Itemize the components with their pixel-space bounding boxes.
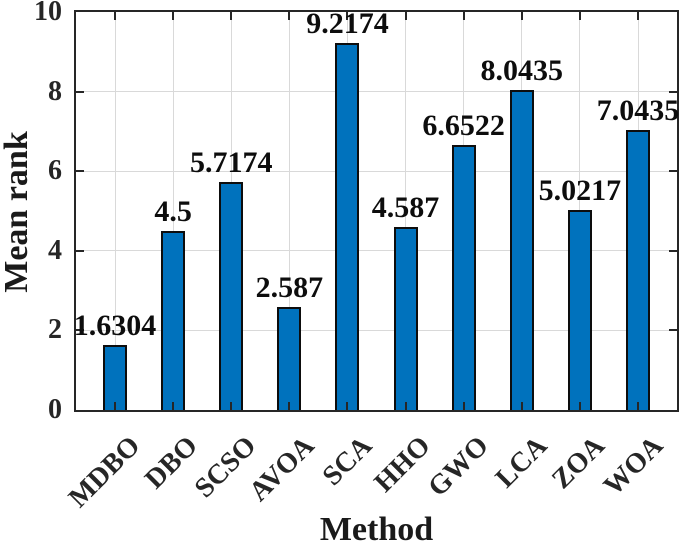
- x-tick-mark-top: [114, 12, 116, 20]
- y-axis-label: Mean rank: [0, 131, 35, 293]
- y-tick-label: 2: [48, 314, 62, 346]
- bar-value-label: 8.0435: [480, 53, 564, 87]
- x-tick-mark: [520, 402, 523, 410]
- bar-HHO: [393, 227, 418, 410]
- y-tick-mark: [76, 170, 84, 173]
- x-tick-mark-top: [404, 12, 407, 20]
- x-tick-mark: [462, 402, 465, 410]
- bar-value-label: 2.587: [255, 271, 324, 305]
- x-tick-mark-top: [288, 12, 291, 20]
- horizontal-gridline: [76, 329, 677, 331]
- bar-value-label: 9.2174: [306, 7, 389, 41]
- bar-LCA: [509, 89, 534, 410]
- y-tick-label: 10: [34, 0, 62, 27]
- x-tick-label-AVOA: AVOA: [243, 430, 321, 508]
- x-tick-label-LCA: LCA: [489, 430, 553, 495]
- vertical-gridline: [288, 12, 290, 410]
- horizontal-gridline: [76, 250, 677, 252]
- x-tick-mark: [288, 402, 291, 410]
- bar-WOA: [626, 129, 650, 410]
- plot-area: 1.6304 4.5 5.7174 2.587 9.2174 4.587 6.6522 8.0…: [74, 7, 679, 412]
- vertical-gridline: [114, 12, 116, 410]
- x-tick-label-MDBO: MDBO: [62, 430, 147, 514]
- y-tick-label: 4: [48, 234, 62, 266]
- x-tick-mark-top: [346, 12, 349, 20]
- x-tick-mark-top: [462, 12, 465, 20]
- vertical-gridline: [405, 12, 407, 410]
- bar-GWO: [451, 145, 476, 410]
- bar-value-label: 4.587: [371, 191, 440, 225]
- y-tick-label: 0: [48, 394, 62, 425]
- vertical-gridline: [172, 12, 174, 410]
- y-tick-mark-right: [669, 90, 677, 93]
- bar-value-label: 6.6522: [422, 109, 505, 143]
- bar-DBO: [161, 230, 186, 410]
- bar-MDBO: [103, 345, 127, 410]
- x-axis-label: Method: [319, 511, 434, 548]
- x-tick-mark: [578, 402, 581, 410]
- y-tick-mark: [76, 329, 84, 332]
- x-tick-mark: [346, 402, 349, 410]
- x-tick-mark: [637, 402, 639, 410]
- bar-SCSO: [219, 182, 244, 410]
- x-tick-mark: [404, 402, 407, 410]
- y-tick-mark-right: [669, 170, 677, 173]
- x-tick-mark-top: [578, 12, 581, 20]
- y-tick-mark-right: [669, 249, 677, 252]
- x-tick-mark-top: [637, 12, 639, 20]
- x-tick-mark-top: [520, 12, 523, 20]
- y-tick-label: 6: [48, 155, 62, 187]
- bar-value-label: 4.5: [154, 194, 192, 228]
- bar-SCA: [335, 43, 360, 410]
- horizontal-gridline: [76, 170, 677, 172]
- x-tick-mark-top: [230, 12, 233, 20]
- x-tick-label-HHO: HHO: [368, 430, 437, 499]
- horizontal-gridline: [76, 91, 677, 93]
- y-tick-mark: [76, 249, 84, 252]
- x-tick-mark: [172, 402, 175, 410]
- bar-value-label: 1.6304: [73, 309, 157, 343]
- x-tick-mark-top: [172, 12, 175, 20]
- bar-value-label: 5.0217: [538, 174, 622, 208]
- y-tick-mark-right: [669, 329, 677, 332]
- x-tick-label-WOA: WOA: [597, 430, 670, 502]
- x-tick-label-GWO: GWO: [422, 430, 495, 503]
- x-tick-mark: [114, 402, 116, 410]
- bar-ZOA: [567, 210, 592, 410]
- x-tick-label-SCA: SCA: [317, 430, 379, 492]
- y-tick-mark: [76, 90, 84, 93]
- x-tick-label-ZOA: ZOA: [546, 430, 612, 496]
- bar-value-label: 5.7174: [189, 146, 273, 180]
- bar-AVOA: [277, 307, 302, 410]
- x-tick-mark: [230, 402, 233, 410]
- bar-value-label: 7.0435: [596, 93, 680, 127]
- y-tick-label: 8: [48, 75, 62, 107]
